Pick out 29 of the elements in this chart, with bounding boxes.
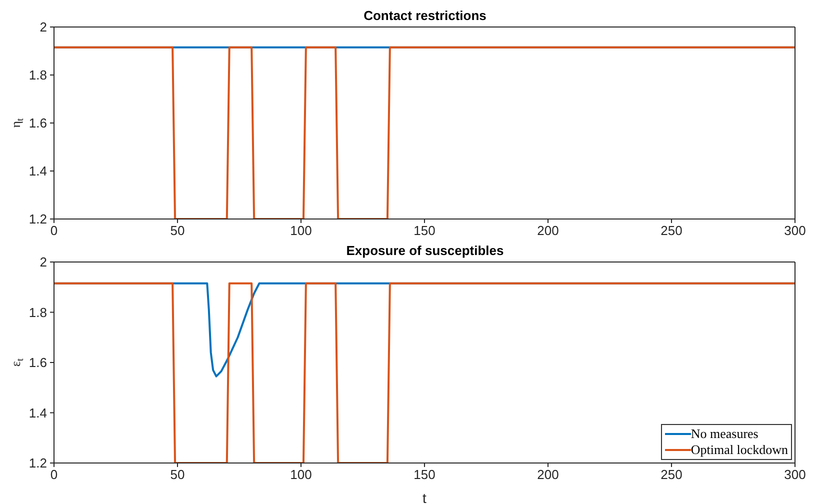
x-tick-label: 300: [784, 223, 806, 238]
y-tick-label: 2: [40, 20, 47, 35]
x-tick-label: 250: [660, 467, 682, 482]
x-tick-label: 300: [784, 467, 806, 482]
x-tick-label: 100: [290, 223, 312, 238]
x-tick-label: 200: [537, 467, 559, 482]
y-tick-label: 1.4: [28, 405, 47, 420]
y-tick-label: 1.2: [28, 456, 47, 471]
legend-label: Optimal lockdown: [690, 442, 788, 458]
x-tick-label: 50: [170, 223, 185, 238]
chart-title: Contact restrictions: [362, 8, 488, 23]
x-axis-title: t: [422, 490, 427, 504]
y-tick-label: 1.4: [28, 164, 47, 179]
x-tick-label: 0: [50, 467, 58, 482]
y-tick-label: 1.6: [28, 116, 47, 131]
y-tick-label: 1.8: [28, 68, 47, 83]
x-tick-label: 50: [170, 467, 185, 482]
y-tick-label: 1.8: [28, 304, 47, 320]
x-tick-label: 200: [537, 223, 559, 238]
chart-title: Exposure of susceptibles: [345, 243, 505, 258]
y-tick-label: 1.2: [28, 212, 47, 227]
y-tick-label: 1.6: [28, 355, 47, 370]
x-tick-label: 150: [414, 467, 436, 482]
x-tick-label: 0: [50, 223, 58, 238]
legend-label: No measures: [690, 426, 758, 442]
x-tick-label: 150: [414, 223, 436, 238]
x-tick-label: 100: [290, 467, 312, 482]
y-tick-label: 2: [40, 254, 47, 270]
x-tick-label: 250: [660, 223, 682, 238]
